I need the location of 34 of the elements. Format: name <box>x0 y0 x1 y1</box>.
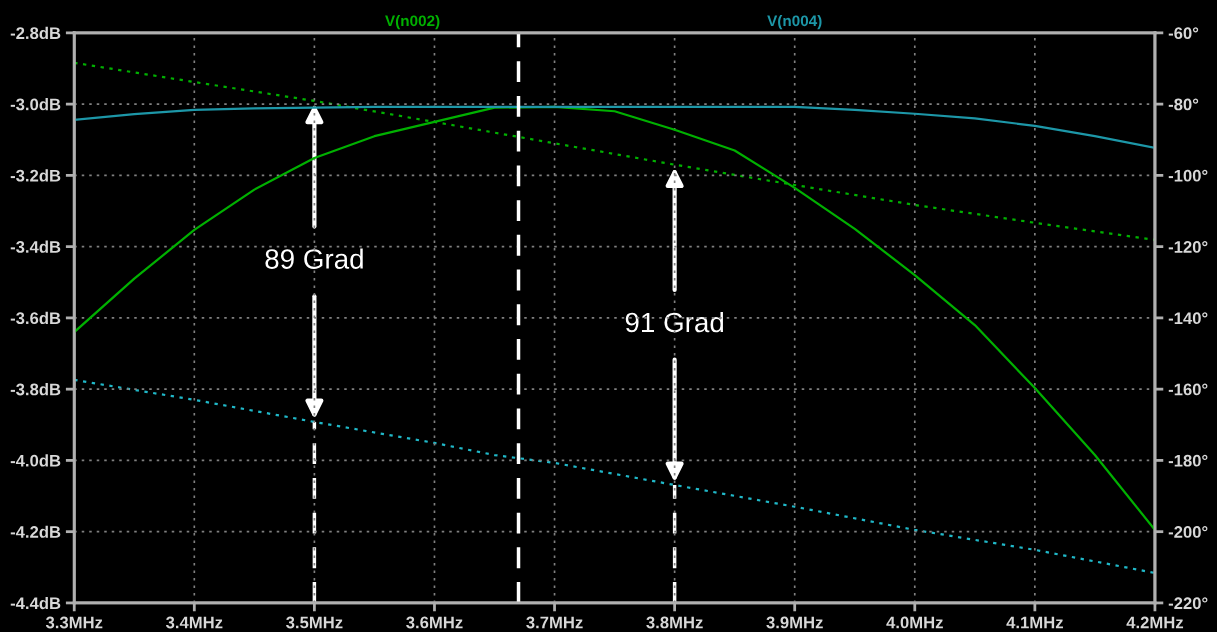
x-tick-label: 4.0MHz <box>886 616 943 629</box>
y-tick-label: -4.2dB <box>10 525 61 538</box>
y-tick-label: -3.0dB <box>10 98 61 111</box>
y2-tick-label: -200° <box>1168 526 1208 538</box>
y-tick-label: -2.8dB <box>10 26 61 40</box>
y-tick-label: -3.4dB <box>10 240 61 253</box>
line-series <box>74 105 1155 150</box>
y-tick-label: -3.6dB <box>10 311 61 325</box>
ref-line-label: 91 Grad <box>625 311 724 333</box>
y-tick-label: -4.4dB <box>10 596 61 610</box>
y2-tick-label: -180° <box>1168 454 1208 467</box>
x-tick-label: 3.4MHz <box>165 616 223 629</box>
y2-tick-label: -160° <box>1168 383 1208 396</box>
y2-tick-label: -60° <box>1168 27 1199 40</box>
y2-tick-label: -100° <box>1168 169 1208 182</box>
y2-tick-label: -80° <box>1168 98 1199 111</box>
x-tick-label: 4.1MHz <box>1006 616 1063 629</box>
line-series <box>74 378 1155 575</box>
x-tick-label: 3.9MHz <box>766 616 823 629</box>
x-tick-label: 3.5MHz <box>286 616 343 629</box>
y-tick-label: -4.0dB <box>10 454 61 467</box>
x-tick-label: 3.7MHz <box>526 616 583 629</box>
x-tick-label: 3.6MHz <box>406 616 463 629</box>
x-tick-label: 3.8MHz <box>646 616 703 629</box>
ref-line-label: 89 Grad <box>265 248 363 269</box>
y-tick-label: -3.8dB <box>10 383 61 396</box>
y2-tick-label: -220° <box>1168 597 1208 610</box>
x-tick-label: 3.3MHz <box>45 616 103 629</box>
text: V(n002) <box>385 15 440 30</box>
y2-tick-label: -140° <box>1168 312 1208 325</box>
y2-tick-label: -120° <box>1168 241 1208 253</box>
text: V(n004) <box>767 15 822 30</box>
x-tick-label: 4.2MHz <box>1126 616 1184 629</box>
y-tick-label: -3.2dB <box>10 169 61 182</box>
